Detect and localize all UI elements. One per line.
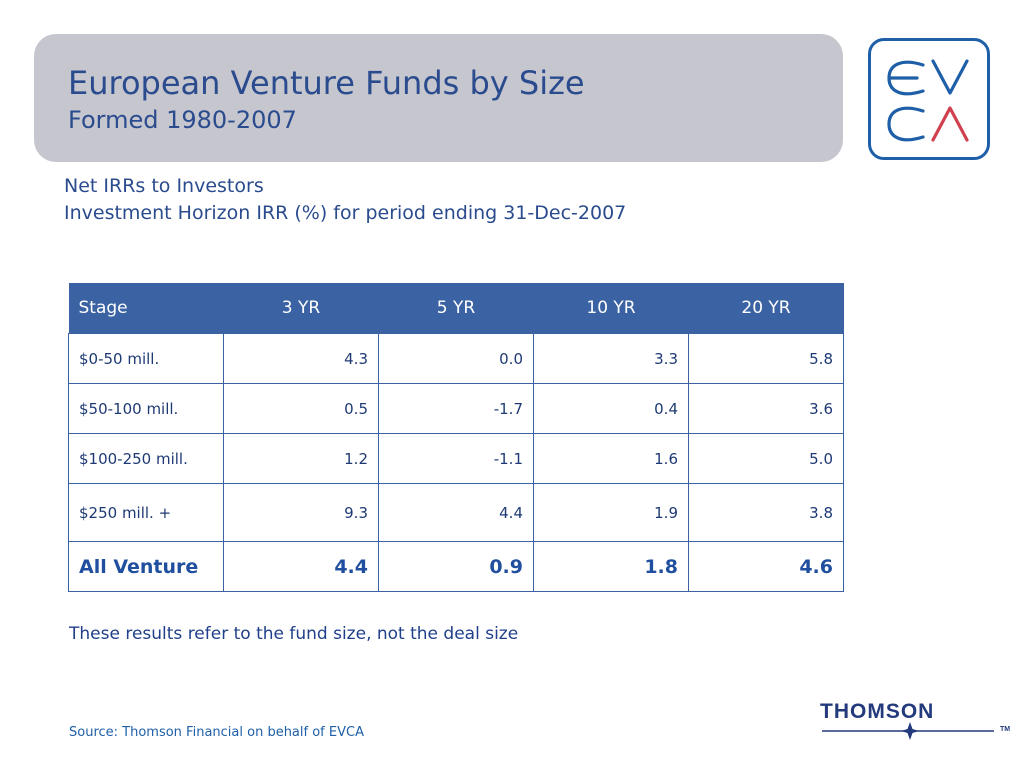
cell-5yr: -1.7 [378, 383, 534, 434]
table-header-row: Stage 3 YR 5 YR 10 YR 20 YR [68, 283, 844, 334]
cell-5yr: -1.1 [378, 433, 534, 484]
thomson-wordmark: THOMSON [820, 700, 935, 723]
cell-10yr: 3.3 [533, 333, 689, 384]
row-label: $50-100 mill. [68, 383, 224, 434]
cell-20yr: 3.8 [688, 483, 844, 542]
cell-5yr: 0.0 [378, 333, 534, 384]
row-label: $100-250 mill. [68, 433, 224, 484]
evca-logo [868, 38, 990, 160]
total-5yr: 0.9 [378, 541, 534, 592]
total-10yr: 1.8 [533, 541, 689, 592]
table-row: $50-100 mill. 0.5 -1.7 0.4 3.6 [68, 383, 844, 434]
row-label: $0-50 mill. [68, 333, 224, 384]
table-caption: Net IRRs to Investors Investment Horizon… [64, 173, 626, 227]
column-header-10yr: 10 YR [533, 283, 689, 334]
cell-3yr: 9.3 [223, 483, 379, 542]
cell-5yr: 4.4 [378, 483, 534, 542]
source-citation: Source: Thomson Financial on behalf of E… [69, 725, 364, 740]
total-label: All Venture [68, 541, 224, 592]
cell-10yr: 1.9 [533, 483, 689, 542]
irr-table: Stage 3 YR 5 YR 10 YR 20 YR $0-50 mill. … [68, 283, 844, 592]
table-row: $100-250 mill. 1.2 -1.1 1.6 5.0 [68, 433, 844, 484]
table-total-row: All Venture 4.4 0.9 1.8 4.6 [68, 541, 844, 592]
cell-20yr: 5.0 [688, 433, 844, 484]
cell-3yr: 4.3 [223, 333, 379, 384]
title-panel: European Venture Funds by Size Formed 19… [34, 34, 843, 162]
cell-3yr: 1.2 [223, 433, 379, 484]
cell-20yr: 5.8 [688, 333, 844, 384]
thomson-logo: THOMSON TM [818, 700, 1014, 744]
cell-10yr: 0.4 [533, 383, 689, 434]
column-header-3yr: 3 YR [223, 283, 379, 334]
page-subtitle: Formed 1980-2007 [68, 106, 297, 134]
caption-line-1: Net IRRs to Investors [64, 175, 264, 197]
footnote: These results refer to the fund size, no… [69, 624, 519, 644]
column-header-20yr: 20 YR [688, 283, 844, 334]
cell-20yr: 3.6 [688, 383, 844, 434]
trademark-mark: TM [1000, 726, 1011, 733]
cell-10yr: 1.6 [533, 433, 689, 484]
column-header-stage: Stage [68, 283, 224, 334]
page-title: European Venture Funds by Size [68, 64, 585, 102]
thomson-star-icon [822, 722, 994, 740]
table-row: $250 mill. + 9.3 4.4 1.9 3.8 [68, 483, 844, 542]
table-row: $0-50 mill. 4.3 0.0 3.3 5.8 [68, 333, 844, 384]
total-20yr: 4.6 [688, 541, 844, 592]
evca-logo-mark [887, 59, 969, 142]
row-label: $250 mill. + [68, 483, 224, 542]
cell-3yr: 0.5 [223, 383, 379, 434]
total-3yr: 4.4 [223, 541, 379, 592]
column-header-5yr: 5 YR [378, 283, 534, 334]
caption-line-2: Investment Horizon IRR (%) for period en… [64, 202, 627, 224]
